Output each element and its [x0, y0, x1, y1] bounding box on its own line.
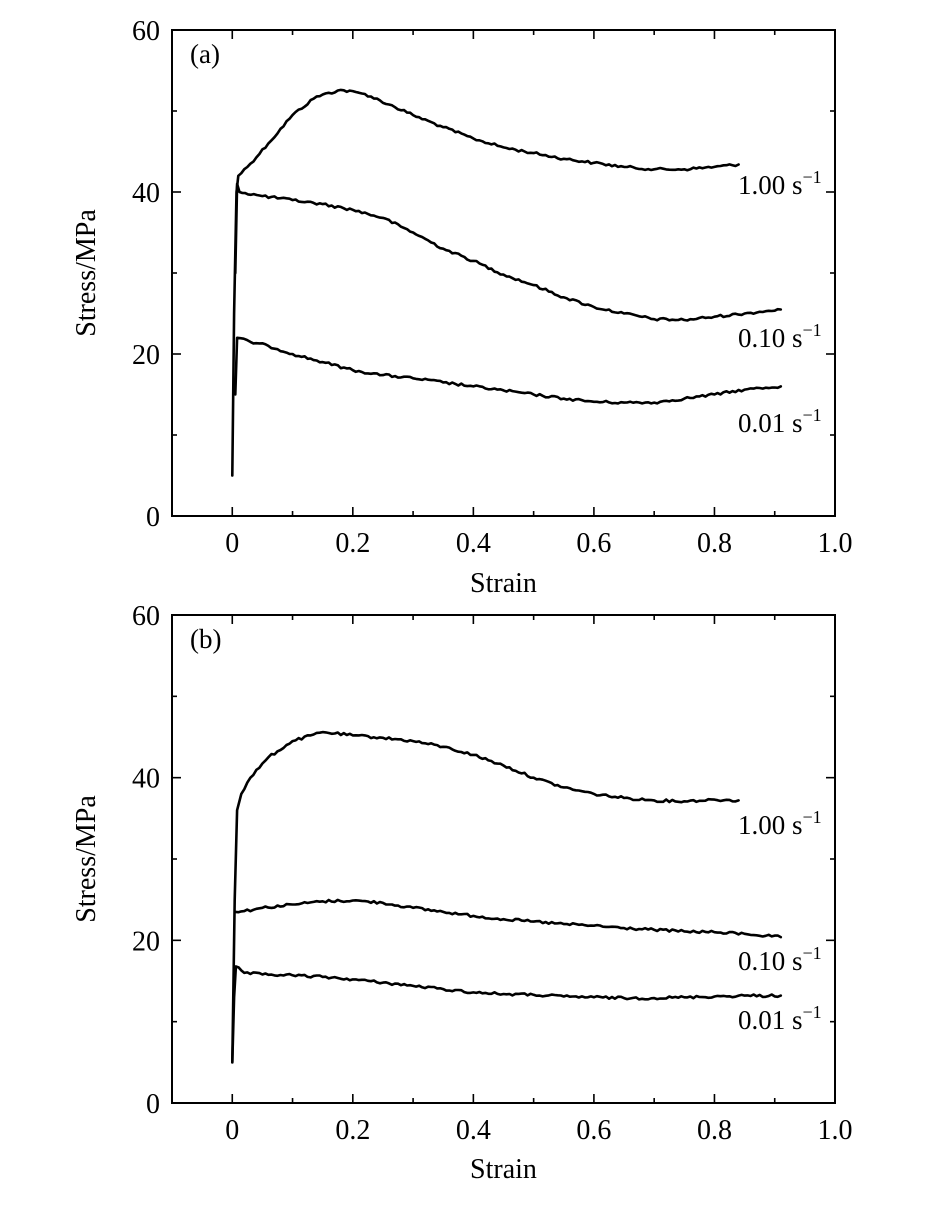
panel-label: (b) [190, 624, 221, 654]
panel-b-chart: 0 0.2 0.4 0.6 0.8 1.0 0 20 40 60 Strain Stress/MPa (… [71, 601, 853, 1185]
series-label-exponent: −1 [803, 1002, 822, 1022]
y-tick-label: 60 [132, 16, 160, 47]
x-tick-label: 0.2 [335, 1115, 370, 1146]
panel-a-chart: 0 0.2 0.4 0.6 0.8 1.0 0 20 40 60 Strain Stress/MPa (… [71, 16, 853, 599]
x-tick-label: 1.0 [818, 528, 853, 559]
series-label: 0.10 s−1 [738, 943, 822, 976]
series-label-exponent: −1 [803, 167, 822, 187]
series-label-exponent: −1 [803, 807, 822, 827]
series-label-rate: 0.01 s [738, 1005, 803, 1035]
series-line [234, 336, 783, 405]
series-label-rate: 0.01 s [738, 408, 803, 438]
y-tick-label: 40 [132, 764, 160, 795]
series-label-rate: 1.00 s [738, 170, 803, 200]
x-tick-label: 0.8 [697, 528, 732, 559]
series-line [231, 730, 740, 1064]
x-tick-label: 1.0 [818, 1115, 853, 1146]
series-label: 0.01 s−1 [738, 1002, 822, 1035]
series-line [231, 965, 783, 1064]
x-axis-label: Strain [470, 568, 537, 599]
series-line [234, 898, 783, 939]
y-axis-label: Stress/MPa [71, 209, 102, 337]
y-tick-label: 0 [146, 502, 160, 533]
x-tick-label: 0 [225, 528, 239, 559]
series-label-exponent: −1 [803, 320, 822, 340]
x-tick-label: 0.8 [697, 1115, 732, 1146]
series-label-exponent: −1 [803, 943, 822, 963]
series-line [231, 88, 740, 477]
x-tick-label: 0.4 [456, 528, 491, 559]
x-tick-label: 0.6 [576, 1115, 611, 1146]
series-label-rate: 0.10 s [738, 323, 803, 353]
y-axis-label: Stress/MPa [71, 795, 102, 923]
panel-label: (a) [190, 39, 220, 69]
y-tick-label: 40 [132, 178, 160, 209]
y-tick-label: 20 [132, 926, 160, 957]
series-label-rate: 0.10 s [738, 946, 803, 976]
x-tick-label: 0 [225, 1115, 239, 1146]
series-label-exponent: −1 [803, 405, 822, 425]
series-label: 0.10 s−1 [738, 320, 822, 353]
plot-frame [171, 614, 836, 1104]
x-axis-label: Strain [470, 1154, 537, 1185]
plot-frame [171, 29, 836, 517]
x-tick-label: 0.6 [576, 528, 611, 559]
y-tick-label: 20 [132, 340, 160, 371]
y-tick-label: 0 [146, 1089, 160, 1120]
series-label: 1.00 s−1 [738, 167, 822, 200]
series-label-rate: 1.00 s [738, 810, 803, 840]
x-tick-label: 0.2 [335, 528, 370, 559]
series-line [234, 182, 783, 322]
series-label: 0.01 s−1 [738, 405, 822, 438]
x-tick-label: 0.4 [456, 1115, 491, 1146]
y-tick-label: 60 [132, 601, 160, 632]
series-label: 1.00 s−1 [738, 807, 822, 840]
